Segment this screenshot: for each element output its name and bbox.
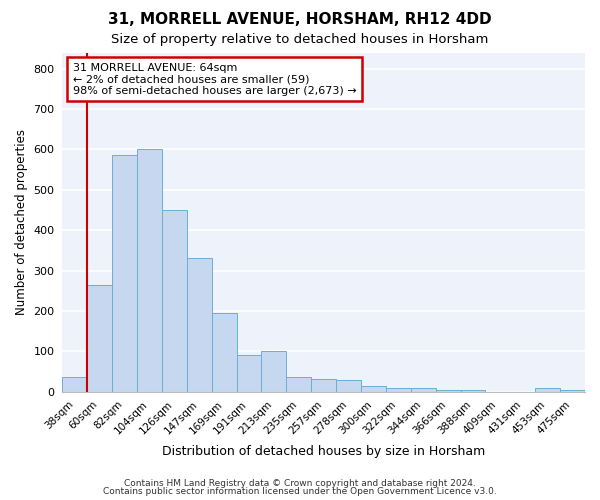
- Bar: [62, 376, 87, 392]
- Bar: [461, 390, 485, 392]
- Bar: [162, 210, 187, 392]
- Bar: [112, 156, 137, 392]
- Bar: [311, 378, 336, 392]
- Text: 31, MORRELL AVENUE, HORSHAM, RH12 4DD: 31, MORRELL AVENUE, HORSHAM, RH12 4DD: [108, 12, 492, 28]
- Text: Size of property relative to detached houses in Horsham: Size of property relative to detached ho…: [112, 32, 488, 46]
- Bar: [87, 284, 112, 392]
- Bar: [262, 352, 286, 392]
- Bar: [286, 376, 311, 392]
- Bar: [386, 388, 411, 392]
- Bar: [535, 388, 560, 392]
- Bar: [236, 356, 262, 392]
- Bar: [361, 386, 386, 392]
- Text: Contains public sector information licensed under the Open Government Licence v3: Contains public sector information licen…: [103, 487, 497, 496]
- Text: 31 MORRELL AVENUE: 64sqm
← 2% of detached houses are smaller (59)
98% of semi-de: 31 MORRELL AVENUE: 64sqm ← 2% of detache…: [73, 62, 356, 96]
- Text: Contains HM Land Registry data © Crown copyright and database right 2024.: Contains HM Land Registry data © Crown c…: [124, 478, 476, 488]
- Bar: [137, 150, 162, 392]
- Bar: [436, 390, 461, 392]
- X-axis label: Distribution of detached houses by size in Horsham: Distribution of detached houses by size …: [162, 444, 485, 458]
- Bar: [336, 380, 361, 392]
- Y-axis label: Number of detached properties: Number of detached properties: [15, 129, 28, 315]
- Bar: [212, 313, 236, 392]
- Bar: [560, 390, 585, 392]
- Bar: [187, 258, 212, 392]
- Bar: [411, 388, 436, 392]
